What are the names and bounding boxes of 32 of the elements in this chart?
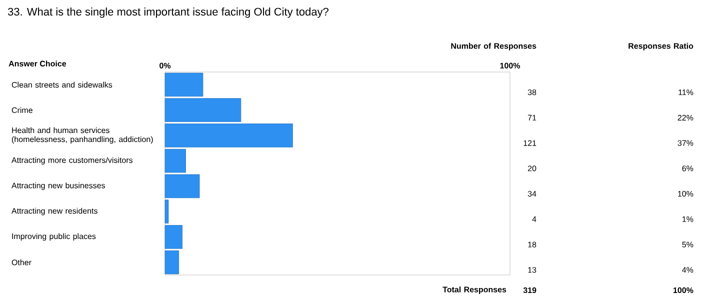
text: 100% (673, 287, 694, 294)
y-tick-label: Other (12, 259, 32, 266)
text: 13 (528, 267, 536, 273)
y-tick-label: Clean streets and sidewalks (12, 82, 112, 88)
data-label: 1% (682, 216, 694, 222)
y-tick-label: Improving public places (12, 233, 96, 241)
text: 34 (528, 190, 536, 197)
text: 38 (528, 89, 536, 96)
data-label: 6% (682, 166, 694, 172)
data-label: 22% (678, 114, 694, 120)
y-tick-label: Health and human services (homelessness, panhandling, addiction) (12, 127, 153, 144)
text: Total Responses (442, 286, 506, 294)
data-label: 11% (678, 90, 694, 96)
chart-title: 33. What is the single most important issue facing Old City today? (8, 8, 328, 18)
text: 121 (524, 140, 536, 146)
data-label: 10% (678, 190, 694, 197)
data-label: 5% (682, 242, 694, 248)
y-axis-title: Answer Choice (8, 60, 66, 66)
y-tick-label: Attracting new businesses (11, 182, 105, 190)
text: 18 (528, 242, 536, 248)
text: 319 (523, 287, 536, 294)
y-tick-label: Attracting more customers/visitors (11, 157, 133, 165)
text: 71 (528, 114, 536, 120)
text: 4 (532, 216, 536, 222)
y-tick-label: Attracting new residents (11, 208, 98, 216)
data-label: 37% (678, 140, 694, 146)
text: Responses Ratio (628, 42, 694, 50)
data-label: 4% (682, 267, 694, 273)
text: Number of Responses (451, 42, 536, 50)
text: 20 (528, 166, 536, 172)
x-tick-label: 0% (160, 62, 171, 68)
y-tick-label: Crime (12, 107, 32, 113)
